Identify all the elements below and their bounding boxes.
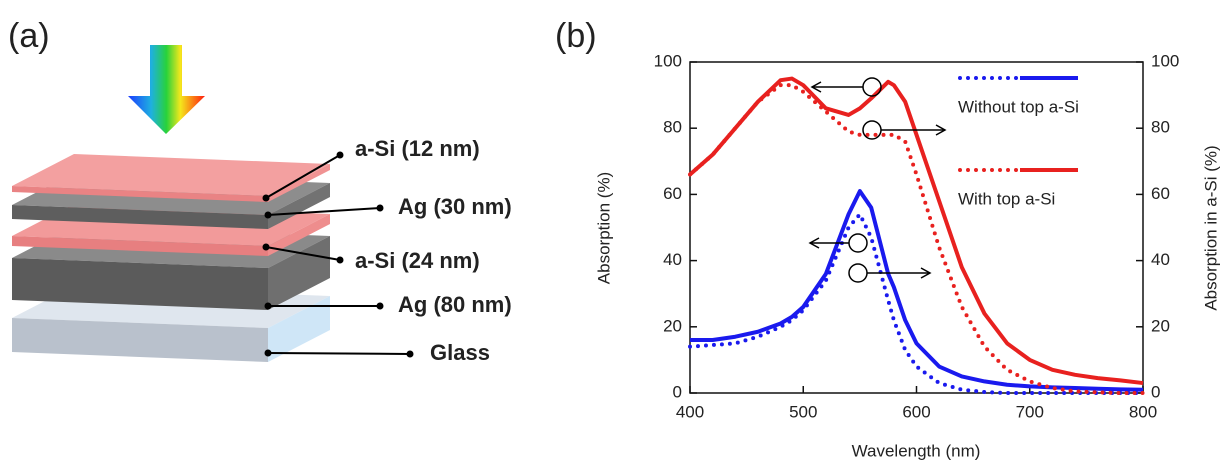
annotation-circle xyxy=(862,77,882,97)
leader-line xyxy=(267,352,411,355)
annotation-arrowhead xyxy=(920,267,932,279)
y2-tick-label: 80 xyxy=(1151,118,1170,137)
leader-dot xyxy=(264,349,272,357)
y-axis-label: Absorption (%) xyxy=(594,172,613,284)
panel-label: (b) xyxy=(555,17,597,55)
leader-dot xyxy=(376,204,384,212)
series-line xyxy=(688,212,1145,395)
series-line xyxy=(688,83,1145,395)
leader-dot xyxy=(376,302,384,310)
x-tick-label: 800 xyxy=(1129,402,1157,421)
series-line xyxy=(690,189,1144,392)
x-tick-label: 700 xyxy=(1016,402,1044,421)
y2-tick-label: 20 xyxy=(1151,316,1170,335)
panel-label: (a) xyxy=(8,17,50,55)
layer-front xyxy=(12,205,268,229)
annotation-arrowhead xyxy=(810,81,822,93)
series-line xyxy=(688,76,1144,386)
layer-label: Ag (30 nm) xyxy=(398,194,512,219)
y2-tick-label: 60 xyxy=(1151,184,1170,203)
annotation-arrowhead xyxy=(935,124,947,136)
leader-dot xyxy=(262,194,270,202)
layer-stack xyxy=(12,154,330,362)
x-tick-label: 600 xyxy=(902,402,930,421)
y-tick-label: 20 xyxy=(663,316,682,335)
layer-side xyxy=(268,183,330,229)
x-axis-label: Wavelength (nm) xyxy=(852,441,981,460)
annotation-arrowhead xyxy=(808,237,820,249)
layer-label: Ag (80 nm) xyxy=(398,292,512,317)
y2-axis-label: Absorption in a-Si (%) xyxy=(1201,145,1220,310)
layer-front xyxy=(12,258,268,310)
light-arrow xyxy=(128,45,205,134)
x-tick-label: 500 xyxy=(789,402,817,421)
layer-label: a-Si (12 nm) xyxy=(355,136,480,161)
leader-line xyxy=(265,246,341,261)
layer-front xyxy=(12,186,268,202)
y-tick-label: 80 xyxy=(663,118,682,137)
layer-side xyxy=(268,296,330,362)
legend-label: Without top a-Si xyxy=(958,97,1079,116)
leader-dot xyxy=(336,256,344,264)
y-tick-label: 40 xyxy=(663,250,682,269)
leader-dot xyxy=(406,350,414,358)
y-tick-label: 100 xyxy=(654,51,682,70)
leader-dot xyxy=(336,151,344,159)
layer-side xyxy=(268,164,330,202)
y2-tick-label: 100 xyxy=(1151,51,1179,70)
y-tick-label: 60 xyxy=(663,184,682,203)
leader-dot xyxy=(264,302,272,310)
layer-front xyxy=(12,236,268,256)
leader-line xyxy=(265,154,341,199)
layer-front xyxy=(12,318,268,362)
layer-side xyxy=(268,214,330,256)
leader-dot xyxy=(262,243,270,251)
legend-label: With top a-Si xyxy=(958,189,1055,208)
y2-tick-label: 0 xyxy=(1151,382,1160,401)
layer-label: a-Si (24 nm) xyxy=(355,248,480,273)
leader-line xyxy=(267,207,381,216)
y2-tick-label: 40 xyxy=(1151,250,1170,269)
leader-dot xyxy=(264,211,272,219)
layer-label: Glass xyxy=(430,340,490,365)
annotation-circle xyxy=(848,263,868,283)
x-tick-label: 400 xyxy=(676,402,704,421)
annotation-circle xyxy=(862,120,882,140)
layer-top xyxy=(12,154,330,196)
layer-side xyxy=(268,236,330,310)
y-tick-label: 0 xyxy=(673,382,682,401)
annotation-circle xyxy=(848,233,868,253)
